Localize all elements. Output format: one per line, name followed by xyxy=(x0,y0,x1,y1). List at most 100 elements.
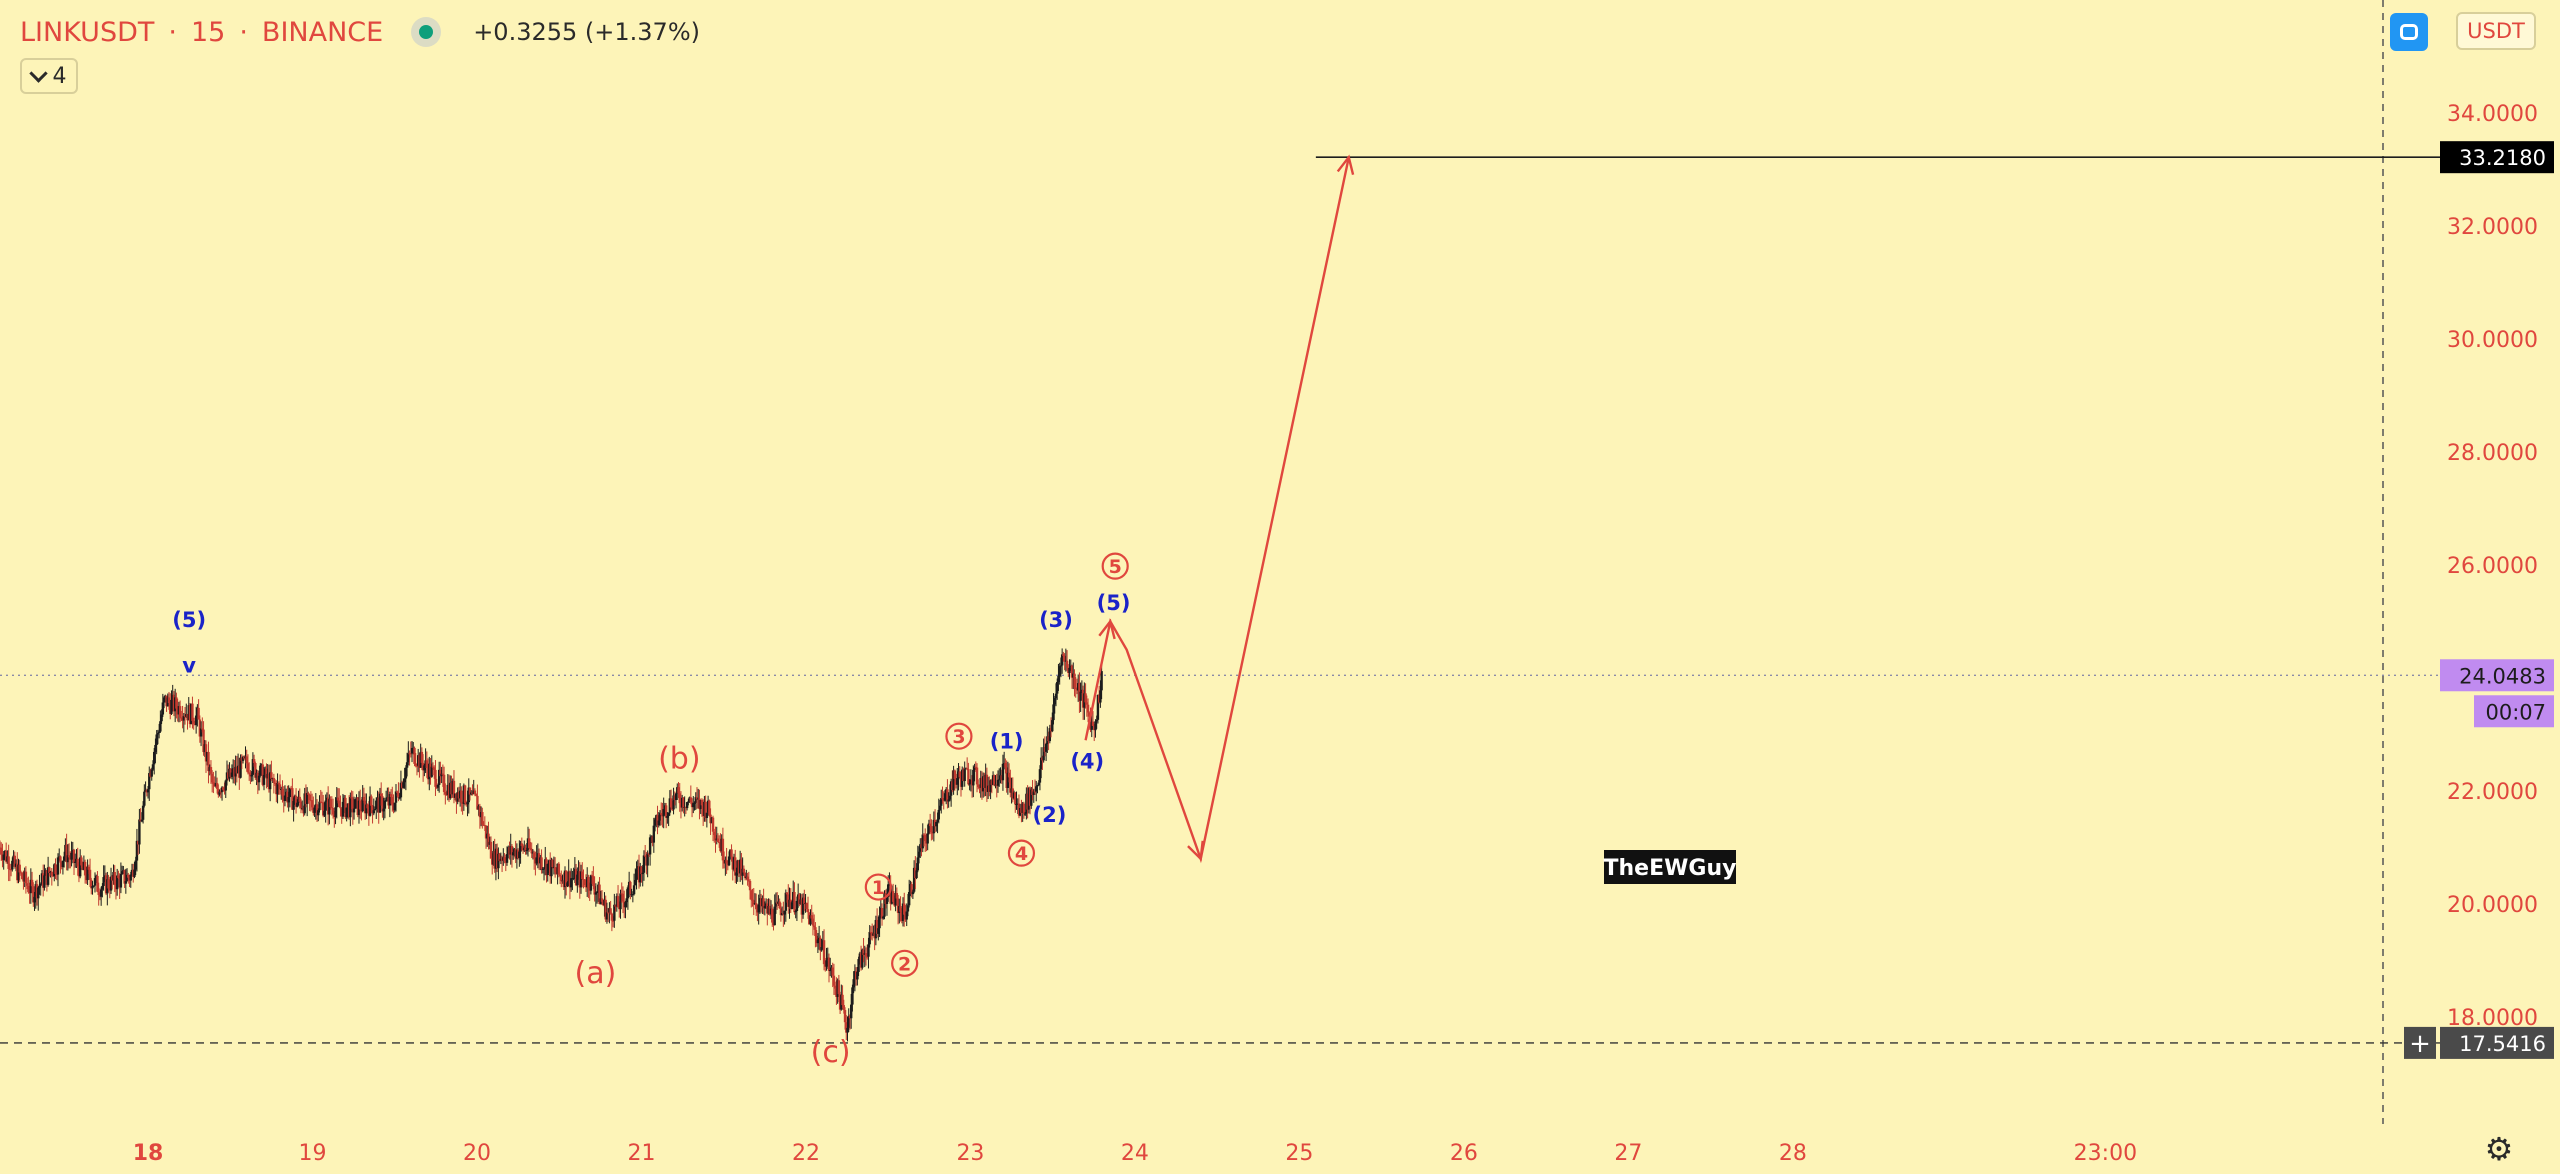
candle xyxy=(668,798,672,813)
candle xyxy=(86,866,89,881)
chart-layout-button[interactable] xyxy=(2390,13,2428,51)
wave-label: (a) xyxy=(575,956,617,991)
candle xyxy=(421,762,425,771)
candle xyxy=(556,863,559,875)
candle xyxy=(229,768,232,777)
candle xyxy=(651,836,654,843)
candle xyxy=(937,809,940,820)
candle xyxy=(891,891,895,902)
candle xyxy=(112,872,115,881)
candle xyxy=(725,859,728,864)
candle xyxy=(495,848,499,869)
candle xyxy=(129,874,132,881)
candle xyxy=(672,795,675,810)
candle xyxy=(537,853,541,864)
candle xyxy=(1086,704,1090,713)
candle xyxy=(956,778,959,785)
candle xyxy=(835,988,838,997)
candle xyxy=(581,871,584,879)
candle xyxy=(329,799,332,808)
candle xyxy=(172,694,176,712)
candle xyxy=(288,788,292,798)
candle xyxy=(808,912,811,925)
chevron-down-icon xyxy=(28,63,48,83)
candle xyxy=(729,849,732,857)
candle xyxy=(386,797,389,800)
candle xyxy=(101,885,104,890)
candle xyxy=(535,857,538,864)
candle xyxy=(540,857,543,870)
candle xyxy=(991,775,995,785)
candle xyxy=(630,894,633,896)
candle xyxy=(95,875,98,879)
candle xyxy=(1030,789,1033,806)
candle xyxy=(946,789,949,802)
candle xyxy=(1000,775,1003,781)
candle xyxy=(968,783,971,785)
candle xyxy=(107,879,110,889)
candle xyxy=(347,803,351,818)
candle xyxy=(793,892,796,913)
currency-button[interactable]: USDT xyxy=(2456,12,2536,50)
candle xyxy=(11,860,14,870)
candle xyxy=(514,849,517,859)
candle xyxy=(604,899,607,920)
candle xyxy=(932,819,936,834)
candle xyxy=(339,807,342,809)
candle xyxy=(995,784,998,786)
candle xyxy=(175,697,178,709)
indicators-toggle[interactable]: 4 xyxy=(20,58,78,94)
candle xyxy=(340,808,343,817)
symbol-header[interactable]: LINKUSDT · 15 · BINANCE +0.3255 (+1.37%) xyxy=(20,14,700,50)
candle xyxy=(758,898,762,905)
interval-label[interactable]: 15 xyxy=(190,16,226,48)
candle xyxy=(693,802,696,804)
candle xyxy=(19,872,23,874)
candle xyxy=(286,791,289,803)
candle xyxy=(354,799,357,809)
candle xyxy=(62,856,66,861)
candle xyxy=(949,781,953,796)
candle xyxy=(714,835,717,841)
candle xyxy=(83,861,87,876)
candle xyxy=(188,705,192,725)
settings-gear-icon[interactable]: ⚙ xyxy=(2484,1130,2514,1168)
price-tags: 33.2180 24.0483 00:07 17.5416 + xyxy=(2404,141,2554,1059)
candle xyxy=(785,892,789,895)
candle xyxy=(1067,667,1070,673)
time-tick-label: 25 xyxy=(1285,1141,1313,1166)
candle xyxy=(299,801,303,809)
candle xyxy=(238,765,241,778)
candle xyxy=(1059,665,1063,667)
candle xyxy=(1011,788,1015,799)
layout-icon xyxy=(2400,24,2418,40)
candle xyxy=(1044,744,1048,752)
candle xyxy=(1072,673,1075,678)
candle xyxy=(440,773,443,777)
candle xyxy=(606,912,610,914)
wave-circle xyxy=(1101,552,1129,580)
time-axis[interactable]: 18 19 20 21 22 23 24 25 26 27 28 23:00 xyxy=(133,1141,2137,1166)
candle xyxy=(115,875,119,890)
candle xyxy=(1058,666,1061,676)
candle xyxy=(302,808,305,814)
candle xyxy=(1020,808,1023,813)
arrowhead-up-small xyxy=(1098,618,1116,640)
candle xyxy=(757,904,760,913)
candle xyxy=(29,879,33,894)
crosshair-price-label-bg xyxy=(2440,1026,2554,1059)
candle xyxy=(500,858,504,861)
candle xyxy=(120,871,124,874)
candle xyxy=(133,869,136,877)
candle xyxy=(292,800,295,810)
candle xyxy=(526,838,530,851)
candle xyxy=(103,875,107,878)
price-tick-label: 28.0000 xyxy=(2447,441,2538,466)
candle xyxy=(595,892,599,894)
symbol-name[interactable]: LINKUSDT xyxy=(20,16,155,48)
price-axis[interactable]: 18.000020.000022.000024.000026.000028.00… xyxy=(2447,102,2538,1031)
candle xyxy=(889,884,892,904)
countdown-bg xyxy=(2474,695,2554,728)
candle xyxy=(620,893,623,895)
